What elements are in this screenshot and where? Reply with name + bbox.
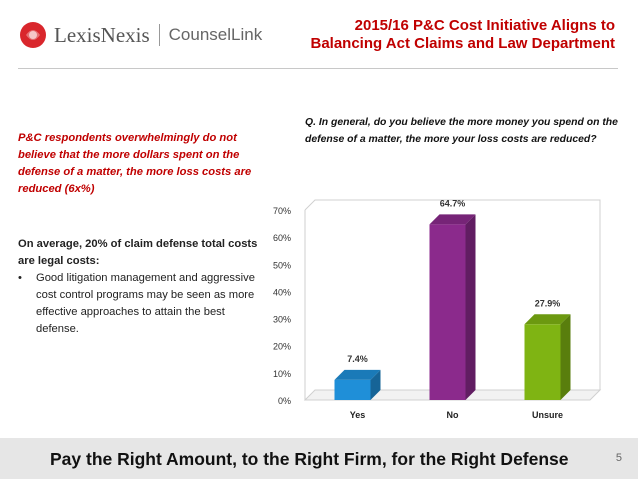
bar-side [560, 314, 571, 400]
header: LexisNexis CounselLink 2015/16 P&C Cost … [0, 0, 638, 70]
y-tick-label: 50% [273, 260, 291, 270]
title-line-2: Balancing Act Claims and Law Department [310, 35, 615, 52]
brand-name: LexisNexis [54, 22, 150, 47]
data-label: 27.9% [535, 298, 561, 308]
average-cost-block: On average, 20% of claim defense total c… [18, 236, 268, 338]
x-tick-label: No [447, 410, 459, 420]
bar-side [465, 214, 476, 400]
y-tick-label: 60% [273, 233, 291, 243]
brand-secondary: CounselLink [168, 25, 263, 44]
survey-question: Q. In general, do you believe the more m… [305, 117, 618, 145]
x-tick-label: Unsure [532, 410, 563, 420]
bar-top [524, 314, 571, 325]
lexisnexis-logo: LexisNexis CounselLink [18, 20, 262, 50]
bar-top [429, 214, 476, 225]
x-tick-label: Yes [350, 410, 366, 420]
y-tick-label: 30% [273, 315, 291, 325]
slide-title: 2015/16 P&C Cost Initiative Aligns to Ba… [285, 17, 615, 53]
title-line-1: 2015/16 P&C Cost Initiative Aligns to [354, 17, 615, 34]
data-label: 64.7% [440, 198, 466, 208]
header-rule [18, 68, 618, 69]
bar-side [370, 369, 381, 400]
logo-divider [158, 24, 160, 46]
bar-top [334, 369, 381, 380]
y-tick-label: 0% [278, 396, 291, 406]
footer-bar [0, 438, 638, 479]
bullet-list: Good litigation management and aggressiv… [18, 270, 268, 338]
bar-no [429, 224, 466, 400]
page-number: 5 [615, 452, 622, 464]
average-heading: On average, 20% of claim defense total c… [18, 238, 258, 267]
data-label: 7.4% [347, 354, 368, 364]
bar-unsure [524, 324, 561, 400]
bar-yes [334, 379, 371, 400]
footer-tagline: Pay the Right Amount, to the Right Firm,… [50, 449, 569, 469]
key-finding-text: P&C respondents overwhelmingly do not be… [18, 132, 252, 195]
bullet-item: Good litigation management and aggressiv… [18, 270, 268, 338]
y-tick-label: 20% [273, 342, 291, 352]
y-tick-label: 70% [273, 206, 291, 216]
y-tick-label: 40% [273, 287, 291, 297]
bar-chart: 0% 10% 20% 30% 40% 50% 60% 70% 7.4% Yes 64.7% No 27.… [273, 198, 602, 420]
y-tick-label: 10% [273, 369, 291, 379]
lexisnexis-icon [20, 22, 46, 48]
